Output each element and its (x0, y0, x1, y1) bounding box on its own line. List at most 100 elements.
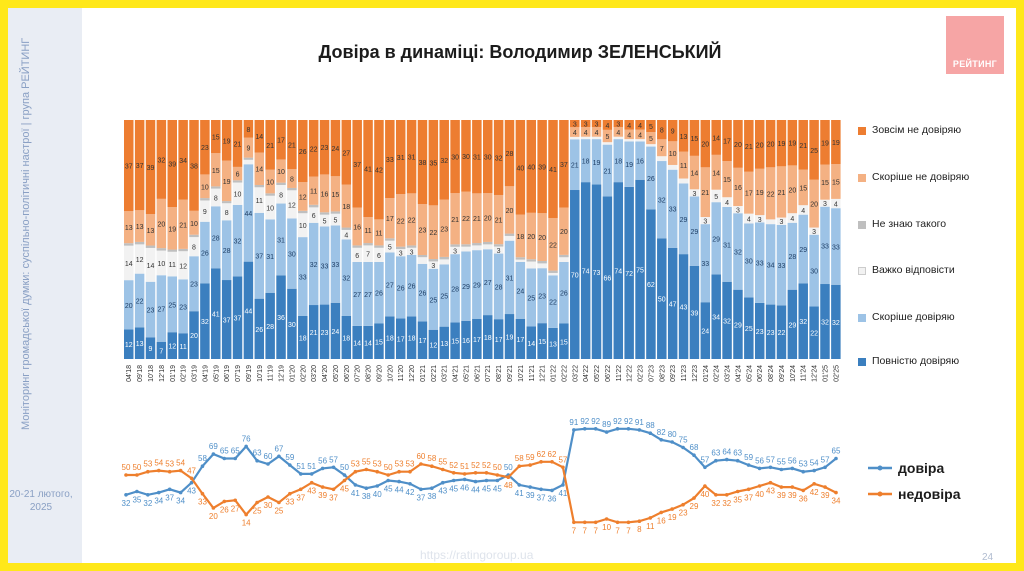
legend-swatch (858, 221, 866, 229)
bar-segment-hard-to-say (385, 240, 395, 253)
bar-segment-full-distrust (363, 120, 373, 218)
bar-value-label: 16 (734, 185, 742, 192)
line-point (375, 469, 380, 474)
x-tick-label: 08'21 (496, 365, 503, 382)
line-value-label: 92 (624, 417, 633, 426)
bar-value-label: 8 (192, 245, 196, 252)
bar-segment-rather-trust (319, 226, 330, 305)
bar-value-label: 17 (473, 337, 481, 344)
line-value-label: 43 (187, 487, 196, 496)
bar-value-label: 32 (440, 158, 448, 165)
bar-value-label: 12 (125, 342, 133, 349)
line-point (626, 520, 631, 525)
bar-segment-full-trust (385, 316, 395, 359)
line-value-label: 69 (209, 442, 218, 451)
bar-segment-hard-to-say (624, 139, 634, 142)
line-point (189, 476, 194, 481)
bar-value-label: 5 (605, 134, 609, 141)
bar-value-label: 44 (245, 211, 253, 218)
line-point (233, 456, 238, 461)
bar-value-label: 32 (832, 320, 840, 327)
bar-segment-hard-to-say (417, 257, 428, 264)
bar-segment-hard-to-say (232, 182, 243, 205)
line-point (255, 458, 259, 463)
line-point (124, 473, 128, 477)
bar-value-label: 42 (375, 168, 383, 175)
line-point (211, 506, 216, 510)
line-point (178, 468, 183, 473)
bar-segment-rather-distrust (287, 169, 297, 188)
line-value-label: 36 (548, 494, 557, 503)
bar-segment-rather-trust (537, 268, 547, 324)
bar-segment-rather-distrust (363, 217, 373, 244)
bar-value-label: 33 (299, 275, 307, 282)
bar-value-label: 34 (712, 315, 720, 322)
bar-value-label: 20 (506, 208, 514, 215)
line-value-label: 35 (733, 496, 742, 505)
bar-value-label: 3 (823, 201, 827, 208)
line-value-label: 39 (318, 491, 327, 500)
bar-value-label: 4 (801, 208, 805, 215)
line-value-label: 53 (395, 460, 404, 469)
bar-segment-hard-to-say (493, 246, 504, 254)
line-value-label: 25 (253, 507, 262, 516)
line-point (550, 460, 554, 464)
bar-value-label: 22 (767, 191, 775, 198)
line-point (353, 483, 358, 487)
line-point (309, 480, 314, 485)
bar-segment-full-trust (602, 196, 613, 359)
bar-segment-full-distrust (754, 120, 765, 169)
bar-segment-rather-trust (221, 220, 232, 281)
line-point (637, 428, 642, 432)
line-point (451, 478, 456, 483)
bar-segment-hard-to-say (330, 213, 341, 226)
bar-value-label: 14 (255, 134, 263, 141)
rating-logo: РЕЙТИНГ (946, 16, 1004, 74)
bar-value-label: 17 (495, 337, 503, 344)
x-tick-label: 09'18 (137, 365, 144, 382)
bar-value-label: 37 (353, 162, 361, 169)
bar-segment-rather-distrust (417, 204, 428, 255)
line-value-label: 62 (548, 450, 557, 459)
line-value-label: 45 (340, 485, 349, 494)
line-value-label: 10 (602, 523, 611, 532)
bar-value-label: 22 (397, 218, 405, 225)
bar-segment-rather-trust (156, 275, 167, 342)
bar-value-label: 21 (310, 330, 318, 337)
bar-segment-hard-to-say (570, 136, 580, 140)
bar-value-label: 23 (440, 226, 448, 233)
bar-segment-hard-to-say (406, 247, 417, 255)
line-point (659, 510, 664, 515)
line-value-label: 53 (351, 460, 360, 469)
bar-segment-hard-to-say (189, 237, 199, 257)
x-tick-label: 01'19 (170, 365, 177, 382)
x-tick-label: 12'21 (540, 365, 547, 382)
bar-segment-rather-distrust (395, 194, 406, 247)
line-point (167, 487, 172, 492)
x-tick-label: 05'20 (333, 365, 340, 382)
line-point (812, 468, 816, 473)
line-value-label: 47 (187, 466, 196, 475)
line-point (178, 490, 183, 495)
bar-value-label: 32 (734, 249, 742, 256)
bar-value-label: 31 (266, 254, 274, 261)
x-tick-label: 05'22 (594, 365, 601, 382)
line-point (222, 456, 227, 461)
bar-segment-rather-distrust (265, 169, 275, 194)
bar-value-label: 39 (691, 310, 699, 317)
bar-segment-full-trust (178, 333, 188, 359)
line-point (779, 467, 784, 472)
bar-value-label: 15 (212, 135, 220, 142)
bar-segment-rather-distrust (722, 161, 732, 198)
bar-segment-dont-know (385, 238, 395, 241)
bar-segment-full-distrust (570, 120, 580, 128)
bar-segment-full-distrust (526, 120, 536, 213)
bar-value-label: 21 (266, 143, 274, 150)
bar-segment-full-distrust (787, 120, 798, 166)
bar-value-label: 10 (266, 180, 274, 187)
bar-segment-rather-distrust (145, 214, 156, 246)
line-point (440, 467, 445, 472)
line-point (419, 462, 423, 466)
bar-segment-dont-know (417, 254, 428, 258)
bar-value-label: 11 (256, 198, 263, 205)
